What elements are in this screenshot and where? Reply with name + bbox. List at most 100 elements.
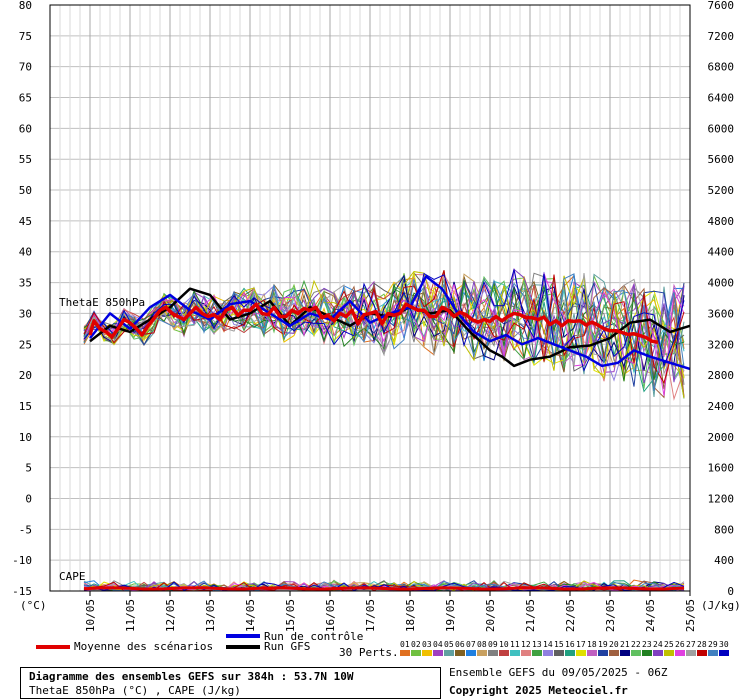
pert-swatch — [477, 650, 487, 656]
perts-legend: 01 02 03 04 05 06 07 08 09 10 11 12 13 14 15 16 17 18 19 20… — [400, 640, 729, 656]
right-tick-label: 6400 — [708, 92, 735, 105]
pert-swatch — [422, 650, 432, 656]
pert-swatch — [543, 650, 553, 656]
mean-line — [88, 302, 659, 345]
pert-id-label: 28 — [697, 640, 707, 649]
left-tick-label: -10 — [12, 554, 32, 567]
legend-perts-label: 30 Perts. — [339, 646, 399, 659]
pert-id-label: 02 — [411, 640, 421, 649]
thetae-annotation: ThetaE 850hPa — [59, 296, 145, 309]
x-tick-label: 24/05 — [644, 599, 657, 632]
left-tick-label: -15 — [12, 585, 32, 598]
pert-id-label: 03 — [422, 640, 432, 649]
left-tick-label: 20 — [19, 369, 32, 382]
pert-id-label: 24 — [653, 640, 663, 649]
legend-gfs-label: Run GFS — [264, 640, 311, 653]
left-tick-label: 40 — [19, 246, 32, 259]
left-tick-label: -5 — [19, 523, 32, 536]
right-tick-label: 2000 — [708, 431, 735, 444]
pert-id-label: 17 — [576, 640, 586, 649]
perturbation-line — [83, 272, 685, 376]
pert-swatch — [576, 650, 586, 656]
pert-swatch — [554, 650, 564, 656]
right-tick-label: 1600 — [708, 462, 735, 475]
right-axis-unit: (J/kg) — [701, 599, 740, 612]
pert-id-label: 21 — [620, 640, 630, 649]
cape-mean-line — [83, 586, 685, 591]
pert-swatch — [598, 650, 608, 656]
legend-control-swatch — [226, 634, 260, 638]
cape-annotation: CAPE — [59, 570, 86, 583]
right-tick-label: 2400 — [708, 400, 735, 413]
legend-mean-swatch — [36, 645, 70, 649]
x-tick-label: 17/05 — [364, 599, 377, 632]
x-axis: 10/05 11/05 12/05 13/05 14/05 15/05 16/05 17/05… — [84, 591, 697, 632]
pert-id-label: 09 — [488, 640, 498, 649]
pert-id-label: 04 — [433, 640, 443, 649]
pert-swatch — [521, 650, 531, 656]
pert-id-label: 20 — [609, 640, 619, 649]
pert-id-label: 25 — [664, 640, 674, 649]
x-tick-label: 21/05 — [524, 599, 537, 632]
legend-control-label: Run de contrôle — [264, 630, 364, 643]
left-tick-label: 45 — [19, 215, 32, 228]
right-tick-label: 3600 — [708, 307, 735, 320]
pert-swatch — [411, 650, 421, 656]
x-tick-label: 14/05 — [244, 599, 257, 632]
perturbation-line — [83, 270, 685, 384]
x-tick-label: 11/05 — [124, 599, 137, 632]
right-tick-label: 2800 — [708, 369, 735, 382]
pert-id-label: 13 — [532, 640, 542, 649]
x-tick-label: 19/05 — [444, 599, 457, 632]
x-tick-label: 20/05 — [484, 599, 497, 632]
pert-swatch — [719, 650, 729, 656]
left-tick-label: 55 — [19, 153, 32, 166]
pert-swatch — [433, 650, 443, 656]
perturbation-line — [83, 273, 685, 391]
control-line — [89, 275, 691, 371]
pert-id-label: 29 — [708, 640, 718, 649]
pert-id-label: 01 — [400, 640, 410, 649]
pert-swatch — [697, 650, 707, 656]
legend-mean-label: Moyenne des scénarios — [74, 640, 214, 653]
pert-swatch — [642, 650, 652, 656]
pert-swatch — [664, 650, 674, 656]
x-tick-label: 16/05 — [324, 599, 337, 632]
right-axis: 7600720068006400600056005200480044004000… — [708, 0, 735, 598]
pert-id-label: 18 — [587, 640, 597, 649]
pert-id-label: 15 — [554, 640, 564, 649]
pert-swatch — [609, 650, 619, 656]
right-tick-label: 400 — [714, 554, 734, 567]
right-tick-label: 4000 — [708, 277, 735, 290]
left-tick-label: 25 — [19, 338, 32, 351]
info-box: Diagramme des ensembles GEFS sur 384h : … — [20, 667, 441, 699]
left-tick-label: 60 — [19, 122, 32, 135]
x-tick-label: 10/05 — [84, 599, 97, 632]
copyright: Copyright 2025 Meteociel.fr — [449, 684, 628, 697]
left-tick-label: 70 — [19, 61, 32, 74]
pert-id-label: 26 — [675, 640, 685, 649]
main-lines — [83, 275, 691, 591]
left-tick-label: 65 — [19, 92, 32, 105]
left-tick-label: 0 — [25, 492, 32, 505]
x-tick-label: 18/05 — [404, 599, 417, 632]
pert-swatch — [499, 650, 509, 656]
pert-id-label: 06 — [455, 640, 465, 649]
pert-swatch — [400, 650, 410, 656]
right-tick-label: 3200 — [708, 338, 735, 351]
left-tick-label: 50 — [19, 184, 32, 197]
perturbation-lines — [83, 268, 685, 401]
right-tick-label: 7600 — [708, 0, 735, 12]
pert-swatch — [455, 650, 465, 656]
right-tick-label: 800 — [714, 523, 734, 536]
perturbation-line — [83, 274, 685, 371]
right-tick-label: 0 — [727, 585, 734, 598]
pert-id-label: 16 — [565, 640, 575, 649]
pert-id-label: 22 — [631, 640, 641, 649]
pert-swatch — [675, 650, 685, 656]
pert-id-label: 27 — [686, 640, 696, 649]
pert-id-label: 08 — [477, 640, 487, 649]
pert-swatch — [620, 650, 630, 656]
